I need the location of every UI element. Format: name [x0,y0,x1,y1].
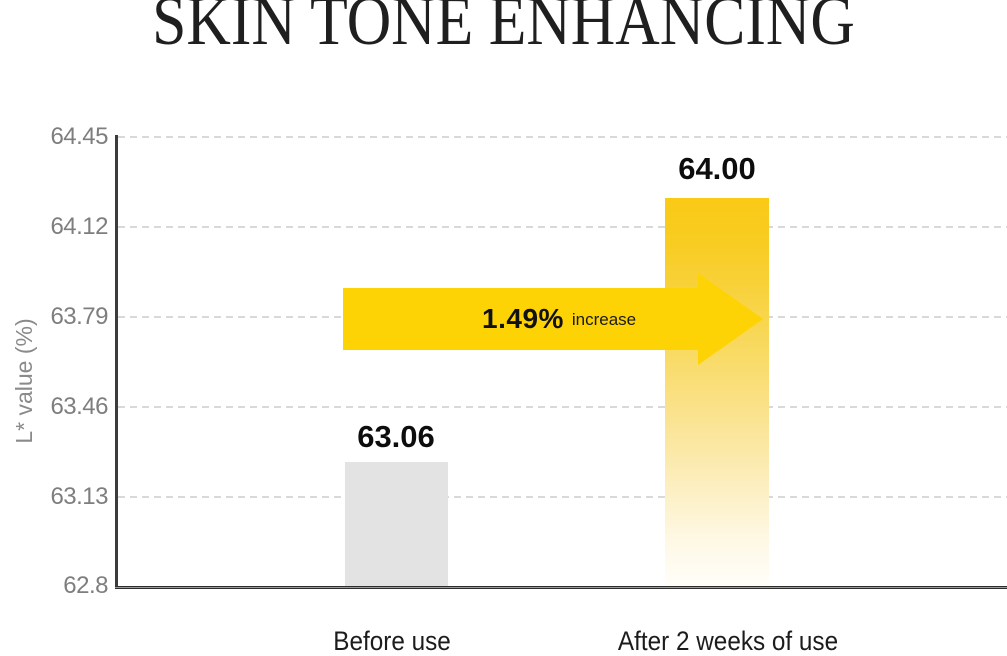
bar-after-use [665,198,769,586]
y-tick-label: 63.13 [50,483,108,510]
increase-arrow [343,273,763,365]
value-label-before: 63.06 [357,419,435,454]
gridline-63-46 [118,406,1007,408]
gridline-63-13 [118,496,1007,498]
y-axis-title: L* value (%) [11,318,37,444]
x-axis-line [115,586,1007,589]
value-label-after: 64.00 [678,151,756,186]
y-axis-line [115,135,118,589]
category-label-after: After 2 weeks of use [617,626,839,656]
y-tick-label: 63.46 [50,393,108,420]
increase-percent-label: 1.49% [482,303,564,334]
y-tick-label: 64.45 [50,123,108,150]
y-tick-label: 64.12 [50,213,108,240]
y-tick-label: 62.8 [63,572,108,599]
bar-before-use [345,462,448,586]
chart-title: SKIN TONE ENHANCING [152,0,855,60]
category-label-before: Before use [333,626,451,656]
y-tick-label: 63.79 [50,303,108,330]
gridline-64-12 [118,226,1007,228]
gridline-64-45 [118,136,1007,138]
increase-word-label: increase [571,310,637,329]
